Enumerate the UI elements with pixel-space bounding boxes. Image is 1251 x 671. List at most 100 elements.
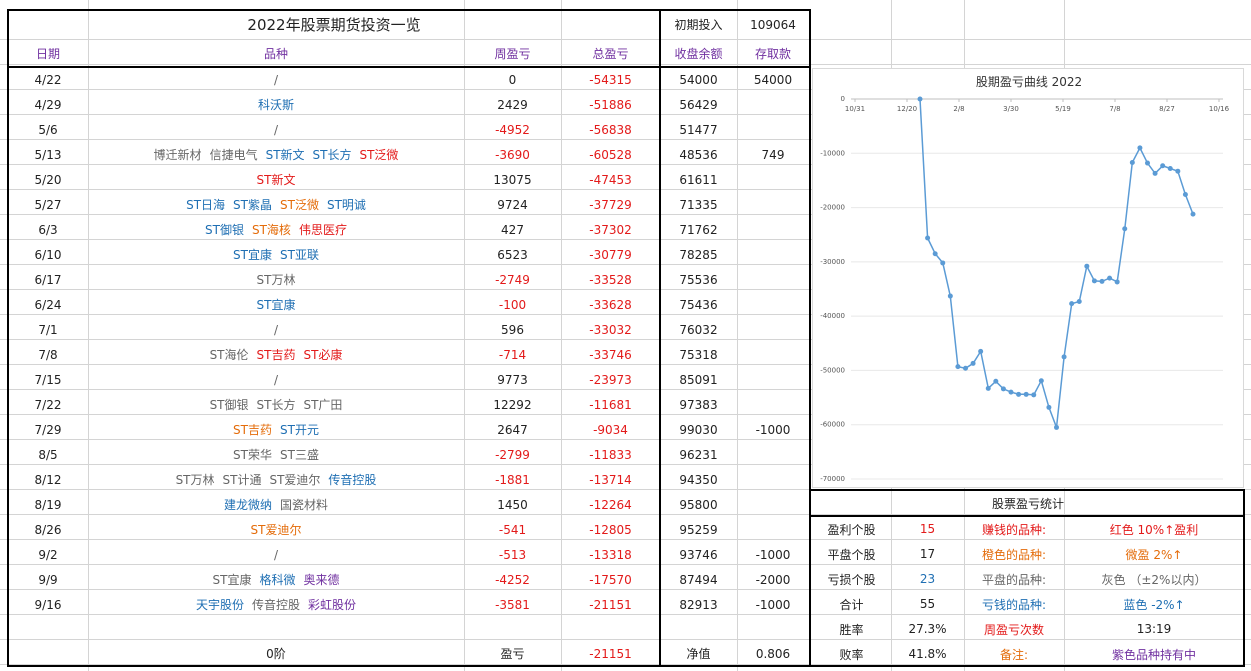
cell-variety[interactable]: ST宜康 格科微 奥来德	[88, 567, 464, 592]
cell-deposit[interactable]: -2000	[755, 572, 791, 587]
cell-deposit[interactable]	[737, 492, 809, 517]
cell-total[interactable]: -33528	[589, 272, 632, 287]
cell-weekly[interactable]: 596	[501, 322, 524, 337]
cell-deposit[interactable]	[737, 167, 809, 192]
cell-weekly[interactable]: -3581	[495, 597, 530, 612]
cell-variety[interactable]: 博迁新材 信捷电气 ST新文 ST长方 ST泛微	[88, 142, 464, 167]
cell-weekly[interactable]: -4252	[495, 572, 530, 587]
cell-date[interactable]: 7/1	[38, 322, 58, 337]
cell-variety[interactable]: ST宜康	[88, 292, 464, 317]
cell-deposit[interactable]: -1000	[755, 547, 791, 562]
cell-date[interactable]: 9/16	[34, 597, 62, 612]
cell-weekly[interactable]: -1881	[495, 472, 530, 487]
cell-balance[interactable]: 75436	[679, 297, 718, 312]
cell-balance[interactable]: 78285	[679, 247, 718, 262]
cell-date[interactable]: 5/6	[38, 122, 58, 137]
cell-balance[interactable]: 75536	[679, 272, 718, 287]
cell-total[interactable]: -56838	[589, 122, 632, 137]
cell-variety[interactable]: ST万林	[88, 267, 464, 292]
cell-deposit[interactable]: -1000	[755, 422, 791, 437]
cell-weekly[interactable]: -100	[498, 297, 527, 312]
cell-total[interactable]: -33032	[589, 322, 632, 337]
cell-balance[interactable]: 93746	[679, 547, 718, 562]
cell-weekly[interactable]: 0	[508, 72, 517, 87]
cell-total[interactable]: -12264	[589, 497, 632, 512]
cell-balance[interactable]: 97383	[679, 397, 718, 412]
cell-deposit[interactable]	[737, 267, 809, 292]
cell-variety[interactable]: ST爱迪尔	[88, 517, 464, 542]
cell-date[interactable]: 6/17	[34, 272, 62, 287]
cell-deposit[interactable]	[737, 117, 809, 142]
cell-total[interactable]: -54315	[589, 72, 632, 87]
cell-date[interactable]: 7/22	[34, 397, 62, 412]
cell-deposit[interactable]	[737, 217, 809, 242]
cell-total[interactable]: -60528	[589, 147, 632, 162]
cell-total[interactable]: -12805	[589, 522, 632, 537]
cell-balance[interactable]: 71762	[679, 222, 718, 237]
cell-weekly[interactable]: 2429	[497, 97, 528, 112]
cell-total[interactable]: -9034	[593, 422, 628, 437]
cell-variety[interactable]: 天宇股份 传音控股 彩虹股份	[88, 592, 464, 617]
cell-variety[interactable]: ST万林 ST计通 ST爱迪尔 传音控股	[88, 467, 464, 492]
cell-total[interactable]: -13714	[589, 472, 632, 487]
cell-variety[interactable]: 科沃斯	[88, 92, 464, 117]
cell-total[interactable]: -30779	[589, 247, 632, 262]
cell-date[interactable]: 7/15	[34, 372, 62, 387]
cell-weekly[interactable]: -3690	[495, 147, 530, 162]
cell-deposit[interactable]	[737, 442, 809, 467]
cell-balance[interactable]: 96231	[679, 447, 718, 462]
cell-total[interactable]: -23973	[589, 372, 632, 387]
cell-weekly[interactable]: -4952	[495, 122, 530, 137]
cell-deposit[interactable]	[737, 467, 809, 492]
cell-date[interactable]: 5/13	[34, 147, 62, 162]
cell-date[interactable]: 9/2	[38, 547, 58, 562]
cell-variety[interactable]: /	[88, 367, 464, 392]
cell-variety[interactable]: ST御银 ST长方 ST广田	[88, 392, 464, 417]
cell-total[interactable]: -11681	[589, 397, 632, 412]
cell-date[interactable]: 4/29	[34, 97, 62, 112]
cell-total[interactable]: -21151	[589, 597, 632, 612]
cell-weekly[interactable]: 12292	[493, 397, 532, 412]
cell-weekly[interactable]: 2647	[497, 422, 528, 437]
cell-variety[interactable]: /	[88, 67, 464, 92]
cell-date[interactable]: 8/5	[38, 447, 58, 462]
cell-date[interactable]: 8/26	[34, 522, 62, 537]
cell-deposit[interactable]	[737, 392, 809, 417]
cell-variety[interactable]: ST新文	[88, 167, 464, 192]
cell-variety[interactable]: ST吉药 ST开元	[88, 417, 464, 442]
cell-deposit[interactable]	[737, 342, 809, 367]
cell-balance[interactable]: 99030	[679, 422, 718, 437]
cell-balance[interactable]: 95800	[679, 497, 718, 512]
cell-deposit[interactable]: 54000	[753, 72, 793, 87]
cell-total[interactable]: -33746	[589, 347, 632, 362]
cell-date[interactable]: 6/3	[38, 222, 58, 237]
cell-balance[interactable]: 82913	[679, 597, 718, 612]
cell-variety[interactable]: ST宜康 ST亚联	[88, 242, 464, 267]
cell-variety[interactable]: /	[88, 542, 464, 567]
cell-deposit[interactable]	[737, 517, 809, 542]
cell-balance[interactable]: 54000	[679, 72, 718, 87]
cell-deposit[interactable]	[737, 367, 809, 392]
cell-total[interactable]: -17570	[589, 572, 632, 587]
cell-total[interactable]: -37302	[589, 222, 632, 237]
cell-variety[interactable]: /	[88, 117, 464, 142]
cell-balance[interactable]: 71335	[679, 197, 718, 212]
chart-panel[interactable]: 股期盈亏曲线 2022 0 -10000 -20000 -30000 -40000 -50…	[812, 68, 1244, 488]
cell-weekly[interactable]: 427	[501, 222, 524, 237]
cell-deposit[interactable]: 749	[761, 147, 785, 162]
cell-variety[interactable]: ST御银 ST海核 伟思医疗	[88, 217, 464, 242]
cell-weekly[interactable]: 6523	[497, 247, 528, 262]
cell-weekly[interactable]: -2749	[495, 272, 530, 287]
cell-variety[interactable]: ST日海 ST紫晶 ST泛微 ST明诚	[88, 192, 464, 217]
cell-variety[interactable]: /	[88, 317, 464, 342]
cell-date[interactable]: 8/12	[34, 472, 62, 487]
cell-date[interactable]: 6/10	[34, 247, 62, 262]
cell-deposit[interactable]: -1000	[755, 597, 791, 612]
cell-balance[interactable]: 94350	[679, 472, 718, 487]
initial-investment-value[interactable]: 109064	[750, 17, 796, 32]
cell-weekly[interactable]: 9724	[497, 197, 528, 212]
cell-date[interactable]: 9/9	[38, 572, 58, 587]
cell-date[interactable]: 6/24	[34, 297, 62, 312]
cell-total[interactable]: -11833	[589, 447, 632, 462]
cell-balance[interactable]: 85091	[679, 372, 718, 387]
